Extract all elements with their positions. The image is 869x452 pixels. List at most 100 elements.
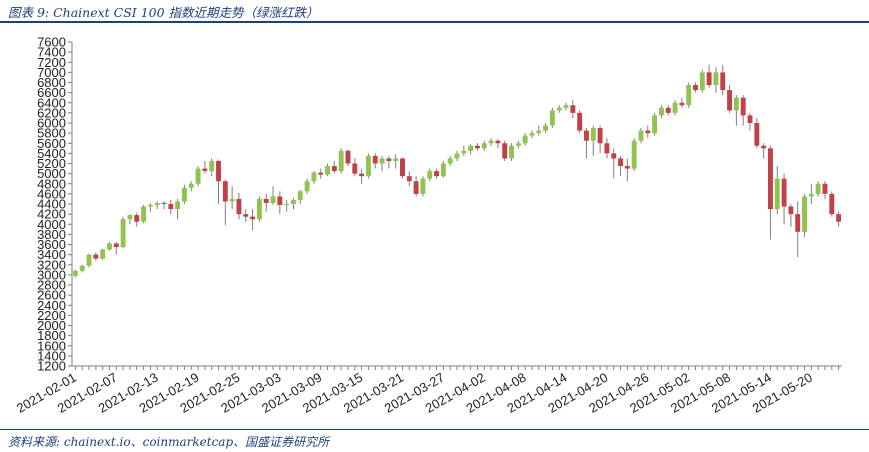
candle — [611, 148, 617, 179]
chart-title: 图表 9: Chainext CSI 100 指数近期走势（绿涨红跌） — [8, 5, 319, 20]
candle-body-down — [679, 102, 685, 106]
candle — [672, 100, 678, 116]
candle-body-up — [195, 168, 201, 184]
candle-body-down — [597, 128, 603, 144]
candle — [495, 139, 501, 149]
candle — [297, 189, 303, 204]
candle — [345, 149, 351, 167]
candle-body-up — [338, 150, 344, 172]
candle — [822, 181, 828, 199]
y-tick-label: 3000 — [37, 267, 66, 282]
candle — [72, 269, 78, 278]
y-tick-label: 4600 — [37, 186, 66, 201]
candle-body-down — [345, 150, 351, 164]
candle — [631, 138, 637, 172]
candle-body-down — [168, 204, 174, 210]
candle-body-down — [93, 254, 99, 259]
candle-body-up — [147, 205, 153, 207]
candle-body-down — [161, 202, 167, 204]
candle-body-up — [481, 143, 487, 149]
candle — [304, 178, 310, 194]
candle-body-up — [379, 158, 385, 164]
candle — [236, 192, 242, 220]
candle-body-down — [604, 143, 610, 154]
candle — [372, 153, 378, 169]
candle — [556, 105, 562, 113]
candle — [318, 168, 324, 179]
candle — [590, 125, 596, 156]
candle-body-up — [529, 133, 535, 136]
y-tick-label: 3800 — [37, 227, 66, 242]
candle-body-up — [270, 196, 276, 203]
candle-body-down — [250, 216, 256, 220]
candle-body-down — [781, 178, 787, 207]
candle-body-down — [740, 97, 746, 116]
candle — [338, 148, 344, 174]
candle-body-down — [216, 160, 221, 182]
y-tick-label: 1800 — [37, 328, 66, 343]
y-tick-label: 2400 — [37, 298, 66, 313]
candle-body-down — [693, 85, 698, 91]
candle — [175, 198, 181, 220]
candle — [79, 264, 85, 273]
candle-body-down — [611, 153, 617, 159]
candle — [120, 216, 126, 249]
candle — [168, 199, 174, 215]
candle — [706, 64, 712, 88]
candle — [624, 158, 630, 182]
candle-body-up — [86, 254, 92, 266]
candle-body-down — [570, 105, 576, 113]
candle — [509, 143, 514, 161]
candle — [393, 154, 399, 169]
candle — [195, 166, 201, 187]
candle — [563, 102, 569, 111]
candle-body-up — [543, 125, 549, 131]
candle — [788, 204, 794, 227]
candle — [638, 128, 644, 144]
candle-body-up — [454, 153, 460, 159]
candle-body-down — [767, 148, 773, 210]
candle — [570, 100, 576, 118]
candles — [72, 64, 842, 278]
candle — [284, 199, 290, 212]
y-tick-label: 4400 — [37, 197, 66, 212]
candle — [427, 168, 433, 182]
candle-body-down — [495, 140, 501, 144]
candle-body-down — [584, 130, 589, 141]
candle-body-down — [413, 181, 419, 194]
candle — [386, 155, 392, 169]
y-tick-label: 1200 — [37, 359, 66, 374]
candle — [802, 193, 807, 237]
y-tick-label: 3400 — [37, 247, 66, 262]
candle-body-down — [263, 198, 269, 203]
candle — [713, 67, 719, 93]
candle-body-down — [372, 155, 378, 164]
y-tick-label: 1600 — [37, 338, 66, 353]
candle — [413, 176, 419, 197]
candle — [270, 186, 276, 206]
candle — [454, 150, 460, 161]
candle-body-up — [488, 140, 494, 144]
candle-body-up — [72, 270, 78, 276]
candle-body-up — [311, 172, 317, 182]
candle — [440, 160, 446, 178]
candle-body-up — [393, 158, 399, 161]
candle-body-up — [447, 158, 453, 164]
candle-body-up — [774, 178, 780, 210]
candle-body-up — [590, 128, 596, 141]
candle — [481, 140, 487, 151]
candle — [243, 209, 249, 222]
candle-body-up — [284, 204, 290, 206]
candle — [216, 159, 221, 204]
y-tick-label: 6000 — [37, 116, 66, 131]
candle — [263, 193, 269, 212]
x-axis: 2021-02-012021-02-072021-02-132021-02-19… — [14, 365, 842, 416]
candle-body-up — [461, 150, 467, 154]
candle — [277, 191, 283, 215]
candle-body-down — [795, 214, 801, 232]
candle-body-down — [352, 163, 358, 174]
y-tick-label: 4200 — [37, 207, 66, 222]
candle — [618, 155, 623, 177]
candle-body-down — [386, 158, 392, 161]
y-tick-label: 4800 — [37, 176, 66, 191]
